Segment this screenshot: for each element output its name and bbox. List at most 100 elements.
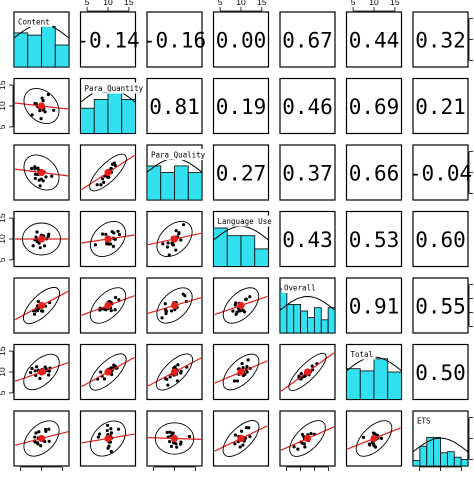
correlation-value-0-3: 0.00 <box>216 29 267 53</box>
variable-label-bg-6 <box>415 415 433 426</box>
scatter-point-1-0-13 <box>41 99 45 103</box>
scatter-point-3-2-14 <box>166 241 170 245</box>
scatter-point-6-4-0 <box>303 445 307 449</box>
right-axis-row2-label-2: 15 <box>472 147 474 157</box>
correlation-value-0-1: -0.14 <box>76 29 139 53</box>
scatter-point-2-1-15 <box>112 161 116 165</box>
scatter-point-6-1-9 <box>116 427 121 431</box>
variable-label-bg-4 <box>282 282 319 293</box>
panel-frame-3-6 <box>412 210 469 268</box>
scatter-point-3-0-15 <box>42 244 47 248</box>
scatter-point-6-3-13 <box>233 442 237 446</box>
scatter-point-5-0-4 <box>29 370 33 375</box>
scatter-point-4-1-3 <box>102 307 106 311</box>
panel-frame-1-4 <box>279 77 336 135</box>
histogram-bar-5-0 <box>346 368 361 400</box>
histogram-bar-5-1 <box>359 370 375 400</box>
scatter-point-5-0-13 <box>47 373 51 377</box>
right-axis-row6-label-1: 10 <box>472 434 474 444</box>
correlation-ellipse-6-3 <box>222 420 260 457</box>
scatter-point-5-0-8 <box>43 365 47 369</box>
centroid-point-2-1 <box>104 168 112 177</box>
scatter-point-4-3-3 <box>242 310 247 314</box>
correlation-value-2-3: 0.27 <box>216 162 267 186</box>
panel-frame-3-5 <box>345 210 403 268</box>
scatter-point-1-0-12 <box>39 116 43 121</box>
histogram-bar-5-3 <box>387 371 402 400</box>
correlation-ellipse-2-1 <box>89 153 127 192</box>
panel-frame-0-3 <box>212 11 270 68</box>
left-axis-row3-label-1: 10 <box>0 234 7 244</box>
scatter-point-6-5-7 <box>373 445 378 449</box>
scatter-point-6-2-9 <box>174 442 178 446</box>
top-axis-col3-label-0: 5 <box>218 0 223 7</box>
histogram-bar-3-2 <box>240 235 256 267</box>
scatter-point-6-2-8 <box>171 431 175 435</box>
histogram-bar-6-0 <box>412 460 421 467</box>
correlation-ellipse-3-0 <box>22 222 61 256</box>
centroid-point-3-0 <box>37 235 46 243</box>
scatter-point-6-5-14 <box>368 443 372 447</box>
panel-frame-3-1 <box>79 210 137 268</box>
panel-frame-5-4 <box>279 343 336 401</box>
scatter-point-6-3-1 <box>233 433 238 437</box>
scatter-point-3-1-12 <box>100 232 105 236</box>
scatter-point-4-0-10 <box>32 312 37 316</box>
scatter-point-3-2-13 <box>171 243 176 247</box>
scatter-point-6-5-3 <box>361 435 366 439</box>
scatter-point-6-0-10 <box>47 439 51 443</box>
variable-label-4: Overall <box>284 284 316 293</box>
scatter-point-6-2-15 <box>178 442 183 446</box>
right-axis-row2-label-0: 5 <box>472 191 474 196</box>
histogram-bar-6-7 <box>460 458 469 467</box>
centroid-point-5-0 <box>37 368 46 376</box>
correlation-value-1-5: 0.69 <box>349 95 400 119</box>
scatter-point-5-2-14 <box>179 369 183 373</box>
scatter-point-6-0-11 <box>33 435 37 439</box>
centroid-point-5-1 <box>104 368 112 376</box>
panel-frame-1-5 <box>345 77 403 135</box>
scatter-point-6-2-6 <box>168 430 172 434</box>
correlation-ellipse-4-2 <box>156 287 193 324</box>
scatter-point-3-2-2 <box>174 229 178 233</box>
panel-frame-0-1 <box>79 11 137 68</box>
panel-frame-4-0 <box>13 277 70 334</box>
top-axis-col1-label-0: 5 <box>85 0 90 7</box>
panel-frame-1-3 <box>212 77 270 135</box>
scatter-point-5-3-10 <box>240 361 244 366</box>
scatter-point-3-1-11 <box>106 242 110 246</box>
scatter-point-4-0-6 <box>34 309 38 313</box>
panel-frame-4-3 <box>212 277 270 334</box>
left-axis-row1-label-2: 15 <box>0 80 7 90</box>
left-axis-row3-label-2: 15 <box>0 213 7 223</box>
scatter-point-2-0-8 <box>36 166 40 170</box>
scatter-point-3-0-3 <box>38 246 42 250</box>
scatter-point-6-4-8 <box>309 432 313 436</box>
scatter-point-5-3-6 <box>241 366 245 370</box>
right-axis-row0-label-0: 5 <box>472 58 474 63</box>
centroid-point-3-2 <box>170 235 179 243</box>
centroid-point-6-4 <box>303 434 312 443</box>
right-axis-row4-label-1: 6 <box>472 310 474 315</box>
histogram-bar-6-5 <box>446 451 455 467</box>
panel-frame-4-5 <box>345 277 403 334</box>
panel-frame-4-2 <box>146 277 203 334</box>
scatter-point-5-4-11 <box>310 364 314 368</box>
scatter-point-6-2-10 <box>187 434 192 439</box>
correlation-ellipse-1-0 <box>23 88 60 124</box>
histogram-bar-0-0 <box>13 32 29 68</box>
panel-frame-2-3 <box>212 144 270 201</box>
left-axis-row3-label-0: 5 <box>0 257 7 262</box>
correlation-value-3-4: 0.43 <box>282 228 333 252</box>
histogram-bar-0-3 <box>54 44 70 68</box>
top-axis-col5-label-2: 15 <box>390 0 400 7</box>
scatter-point-4-1-14 <box>117 298 121 302</box>
left-axis-row5-label-2: 15 <box>0 346 7 356</box>
scatter-point-3-1-1 <box>111 244 116 248</box>
left-axis-row1-label-1: 10 <box>0 101 7 111</box>
correlation-ellipse-6-2 <box>154 422 195 455</box>
scatter-point-3-2-15 <box>179 238 183 242</box>
centroid-point-4-0 <box>37 301 46 310</box>
scatter-point-5-3-2 <box>235 379 240 383</box>
